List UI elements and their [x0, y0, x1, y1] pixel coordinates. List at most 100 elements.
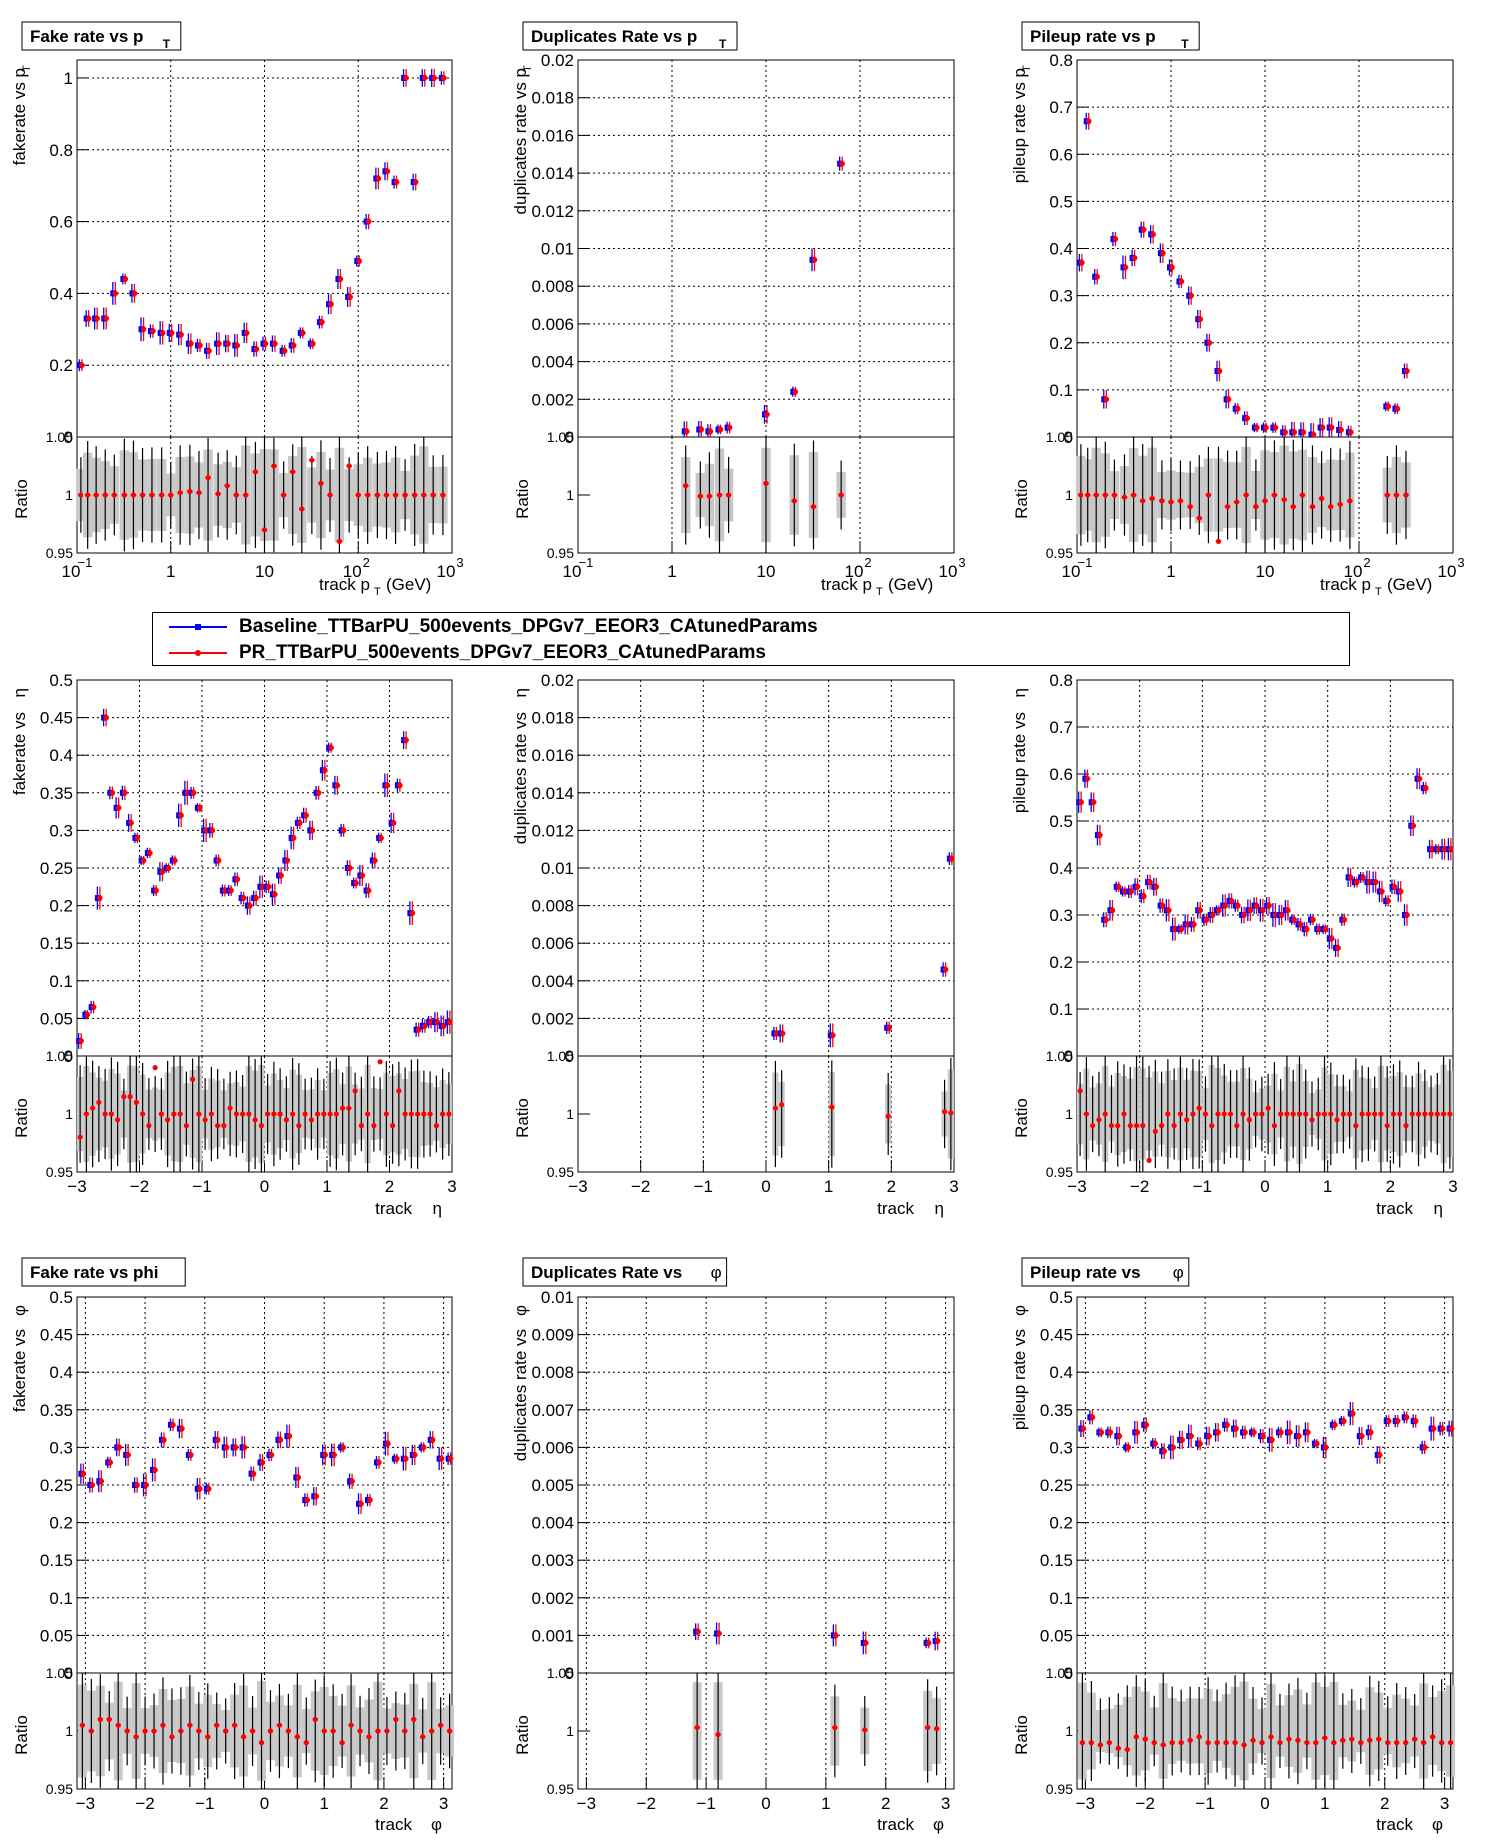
y-tick-label: 0 — [64, 428, 73, 447]
x-axis-label: track — [1376, 1815, 1413, 1834]
pr-point — [385, 1440, 391, 1447]
ratio-point — [1223, 1740, 1229, 1746]
ratio-point — [1428, 1111, 1434, 1117]
pr-point — [1209, 912, 1216, 918]
pr-point — [1131, 255, 1138, 261]
pr-point — [1423, 785, 1429, 791]
ratio-point — [1278, 1111, 1284, 1117]
pr-point — [1278, 912, 1285, 918]
ratio-point — [88, 1728, 94, 1734]
x-tick-label: 1 — [319, 1794, 328, 1813]
pr-point — [431, 75, 437, 81]
pr-point — [247, 902, 253, 909]
ratio-point — [429, 1728, 435, 1734]
pr-point — [347, 865, 353, 871]
ratio-point — [1090, 1123, 1096, 1129]
x-tick-label: −1 — [696, 1794, 715, 1813]
ratio-point — [1140, 1123, 1146, 1129]
pr-point — [1341, 1418, 1347, 1424]
x-tick-label: 1 — [1320, 1794, 1329, 1813]
pr-point — [206, 348, 212, 354]
ratio-point — [1093, 492, 1099, 498]
y-tick-label: 0.008 — [531, 897, 574, 916]
ratio-point — [215, 491, 221, 497]
ratio-point — [303, 1740, 309, 1746]
ratio-point — [296, 1123, 302, 1129]
y-axis-label-greek: φ — [511, 1305, 530, 1316]
pr-point — [698, 426, 705, 433]
y-tick-label: 0.002 — [531, 390, 574, 409]
x-tick-label: 1 — [1323, 1177, 1332, 1196]
pr-point — [1085, 118, 1092, 125]
x-tick-exponent: −1 — [78, 555, 93, 570]
ratio-y-tick-label: 1 — [65, 1106, 73, 1122]
pr-point — [80, 1470, 87, 1477]
pr-point — [726, 424, 733, 431]
ratio-point — [942, 1109, 948, 1115]
pr-point — [147, 850, 153, 856]
pr-point — [277, 1437, 284, 1443]
ratio-point — [1102, 1111, 1108, 1117]
x-tick-label: −2 — [1136, 1794, 1155, 1813]
x-tick-exponent: −1 — [1078, 555, 1093, 570]
pr-point — [792, 388, 799, 395]
ratio-point — [396, 1088, 402, 1094]
y-axis-label-sub: T — [21, 65, 33, 72]
pr-point — [420, 1444, 427, 1451]
pr-point — [349, 1478, 355, 1485]
y-tick-label: 0.002 — [531, 1009, 574, 1028]
pr-point — [165, 865, 172, 871]
ratio-point — [1340, 1737, 1346, 1743]
ratio-point — [421, 492, 427, 498]
main-frame-3 — [76, 679, 453, 1057]
y-axis-label: fakerate vs — [10, 712, 29, 795]
pr-point — [1360, 874, 1366, 881]
ratio-point — [1262, 498, 1268, 504]
y-tick-label: 0.01 — [541, 1288, 574, 1307]
pr-point — [1421, 1444, 1428, 1451]
y-axis-label: duplicates rate vs — [511, 712, 530, 844]
ratio-point — [1340, 1111, 1346, 1117]
y-tick-label: 0.2 — [1049, 334, 1073, 353]
ratio-point — [1202, 1111, 1209, 1117]
ratio-point — [1232, 1740, 1238, 1746]
pr-point — [441, 75, 447, 81]
ratio-point — [77, 1134, 83, 1140]
ratio-point — [1171, 1123, 1177, 1129]
ratio-point — [252, 469, 259, 475]
ratio-point — [171, 1111, 177, 1117]
ratio-y-axis-label: Ratio — [1012, 1715, 1031, 1755]
x-axis-label-greek: η — [1434, 1199, 1443, 1218]
pr-point — [1448, 846, 1454, 852]
pr-point — [1078, 799, 1084, 805]
ratio-point — [165, 1117, 171, 1123]
ratio-point — [340, 1105, 346, 1111]
x-tick-label: −3 — [577, 1794, 596, 1813]
pr-point — [240, 895, 247, 901]
ratio-point — [1347, 498, 1353, 504]
ratio-point — [178, 1728, 184, 1734]
y-axis-label-greek: φ — [1010, 1305, 1029, 1316]
y-axis-label: pileup rate vs p — [1010, 68, 1029, 183]
pr-point — [1188, 1433, 1194, 1439]
ratio-point — [177, 1111, 183, 1117]
ratio-point — [1088, 1740, 1094, 1746]
y-tick-label: 0.6 — [49, 213, 73, 232]
ratio-point — [697, 493, 703, 499]
pr-point — [94, 315, 100, 322]
ratio-point — [433, 1123, 439, 1129]
pr-point — [322, 1452, 329, 1458]
ratio-point — [1296, 1111, 1303, 1117]
ratio-point — [402, 1111, 408, 1117]
pr-point — [1448, 1425, 1455, 1432]
legend-label-pr: PR_TTBarPU_500events_DPGv7_EEOR3_CAtuned… — [239, 642, 766, 663]
ratio-point — [779, 1102, 785, 1108]
y-tick-label: 0.3 — [1049, 287, 1073, 306]
pr-point — [1403, 1414, 1410, 1421]
pr-point — [1372, 879, 1379, 885]
ratio-point — [1205, 492, 1212, 498]
pr-point — [1322, 926, 1329, 932]
ratio-y-tick-label: 1.05 — [46, 1048, 73, 1064]
pr-point — [197, 1485, 203, 1492]
pr-point — [411, 1452, 418, 1458]
